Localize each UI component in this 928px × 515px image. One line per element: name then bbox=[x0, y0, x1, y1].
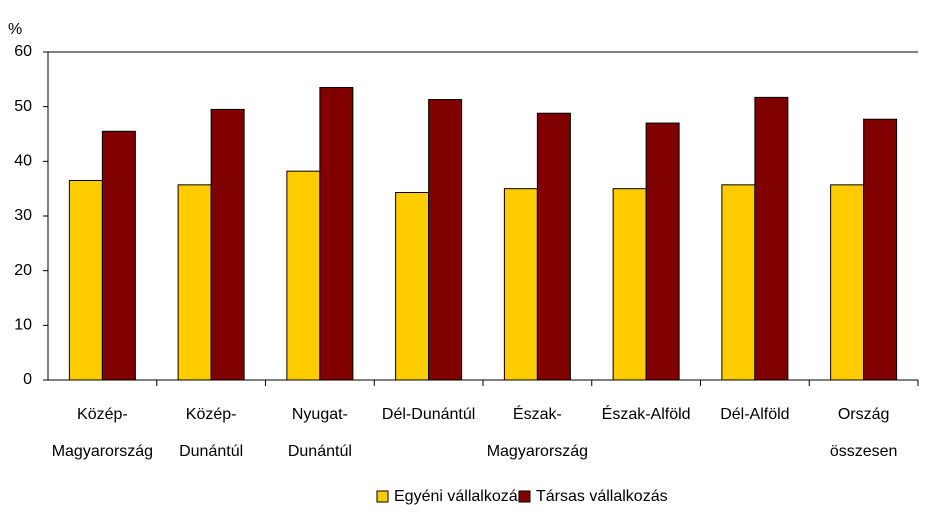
bar bbox=[645, 122, 680, 381]
x-tick-label: Dél-Dunántúl bbox=[382, 406, 475, 423]
x-tick-label: Magyarország bbox=[487, 443, 588, 460]
y-tick-label: 10 bbox=[14, 317, 32, 334]
x-tick-label: Észak-Alföld bbox=[602, 404, 691, 423]
y-axis-label: % bbox=[8, 21, 22, 38]
bar bbox=[830, 184, 865, 381]
bar bbox=[428, 99, 463, 381]
legend-label: Társas vállalkozás bbox=[536, 488, 668, 505]
bar bbox=[210, 108, 245, 381]
x-tick-label: Észak- bbox=[513, 404, 562, 423]
bar bbox=[536, 112, 571, 381]
bar bbox=[177, 184, 212, 381]
x-tick-label: Közép- bbox=[186, 406, 237, 423]
x-tick-label: Nyugat- bbox=[292, 406, 348, 423]
legend-swatch bbox=[376, 490, 389, 503]
legend-swatch bbox=[518, 490, 531, 503]
y-tick-label: 40 bbox=[14, 153, 32, 170]
y-tick-label: 20 bbox=[14, 262, 32, 279]
bar bbox=[612, 188, 647, 381]
bar bbox=[286, 170, 321, 381]
x-tick-label: Ország bbox=[838, 406, 890, 423]
y-tick-label: 50 bbox=[14, 98, 32, 115]
x-tick-label: összesen bbox=[830, 443, 898, 460]
bar bbox=[68, 179, 103, 381]
y-tick-label: 60 bbox=[14, 43, 32, 60]
y-tick-label: 30 bbox=[14, 207, 32, 224]
x-tick-label: Dunántúl bbox=[179, 443, 243, 460]
legend-label: Egyéni vállalkozás bbox=[394, 488, 526, 505]
x-tick-label: Dunántúl bbox=[288, 443, 352, 460]
y-tick-label: 0 bbox=[23, 371, 32, 388]
bar bbox=[395, 191, 430, 381]
bar bbox=[754, 96, 789, 381]
bar bbox=[319, 87, 354, 381]
x-tick-label: Magyarország bbox=[52, 443, 153, 460]
x-tick-label: Dél-Alföld bbox=[720, 406, 789, 423]
x-tick-label: Közép- bbox=[77, 406, 128, 423]
bar bbox=[863, 118, 898, 381]
bar bbox=[503, 188, 538, 381]
bar bbox=[101, 130, 136, 381]
bar bbox=[721, 184, 756, 381]
